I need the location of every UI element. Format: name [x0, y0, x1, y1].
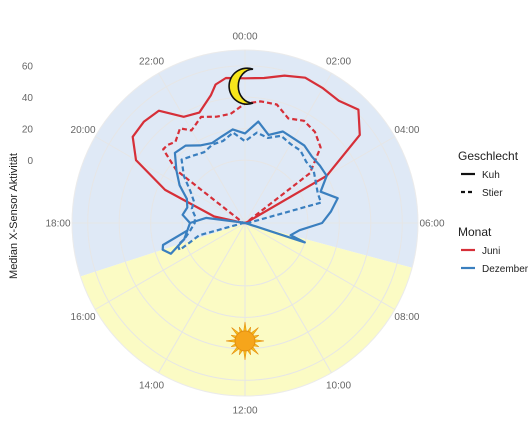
- y-axis-title: Median X-Sensor Aktivität: [8, 153, 20, 279]
- hour-tick-label: 22:00: [139, 57, 164, 68]
- series-lines: [131, 74, 361, 255]
- legend-title: Geschlecht: [458, 149, 519, 163]
- hour-tick-label: 18:00: [45, 219, 70, 230]
- hour-tick-label: 00:00: [232, 32, 257, 43]
- grid-spoke: [94, 222, 246, 310]
- grid-spoke: [94, 136, 246, 224]
- series-juni-kuh: [131, 74, 361, 225]
- legend-label: Stier: [482, 188, 503, 199]
- y-tick-label: 60: [22, 62, 34, 73]
- y-tick-labels: 0 20 40 60: [22, 62, 34, 167]
- series-juni-stier: [162, 100, 322, 225]
- legend-label: Juni: [482, 246, 500, 257]
- moon-icon: [228, 67, 254, 105]
- sun-icon: [225, 321, 265, 360]
- y-tick-label: 40: [22, 93, 34, 104]
- y-tick-label: 0: [27, 156, 33, 167]
- legend-title: Monat: [458, 225, 492, 239]
- y-tick-label: 20: [22, 125, 34, 136]
- hour-tick-label: 02:00: [326, 57, 351, 68]
- grid-spoke: [244, 72, 332, 224]
- hour-tick-label: 16:00: [71, 312, 96, 323]
- hour-tick-labels: 00:00 02:00 04:00 06:00 08:00 10:00 12:00 14:00…: [45, 32, 444, 417]
- grid-spoke: [158, 222, 246, 374]
- series-dezember-stier: [176, 131, 323, 252]
- hour-tick-label: 20:00: [71, 125, 96, 136]
- grid-spoke: [158, 72, 246, 224]
- icons: [225, 67, 265, 360]
- hour-tick-label: 04:00: [394, 125, 419, 136]
- legend: Geschlecht Kuh Stier Monat Juni Dezember: [458, 149, 529, 275]
- series-dezember-kuh: [161, 120, 339, 255]
- hour-tick-label: 14:00: [139, 380, 164, 391]
- hour-tick-label: 06:00: [419, 219, 444, 230]
- legend-label: Kuh: [482, 170, 500, 181]
- hour-tick-label: 08:00: [394, 312, 419, 323]
- grid-spoke: [244, 222, 396, 310]
- legend-label: Dezember: [482, 264, 529, 275]
- hour-tick-label: 10:00: [326, 380, 351, 391]
- hour-tick-label: 12:00: [232, 406, 257, 417]
- grid-spoke: [244, 222, 332, 374]
